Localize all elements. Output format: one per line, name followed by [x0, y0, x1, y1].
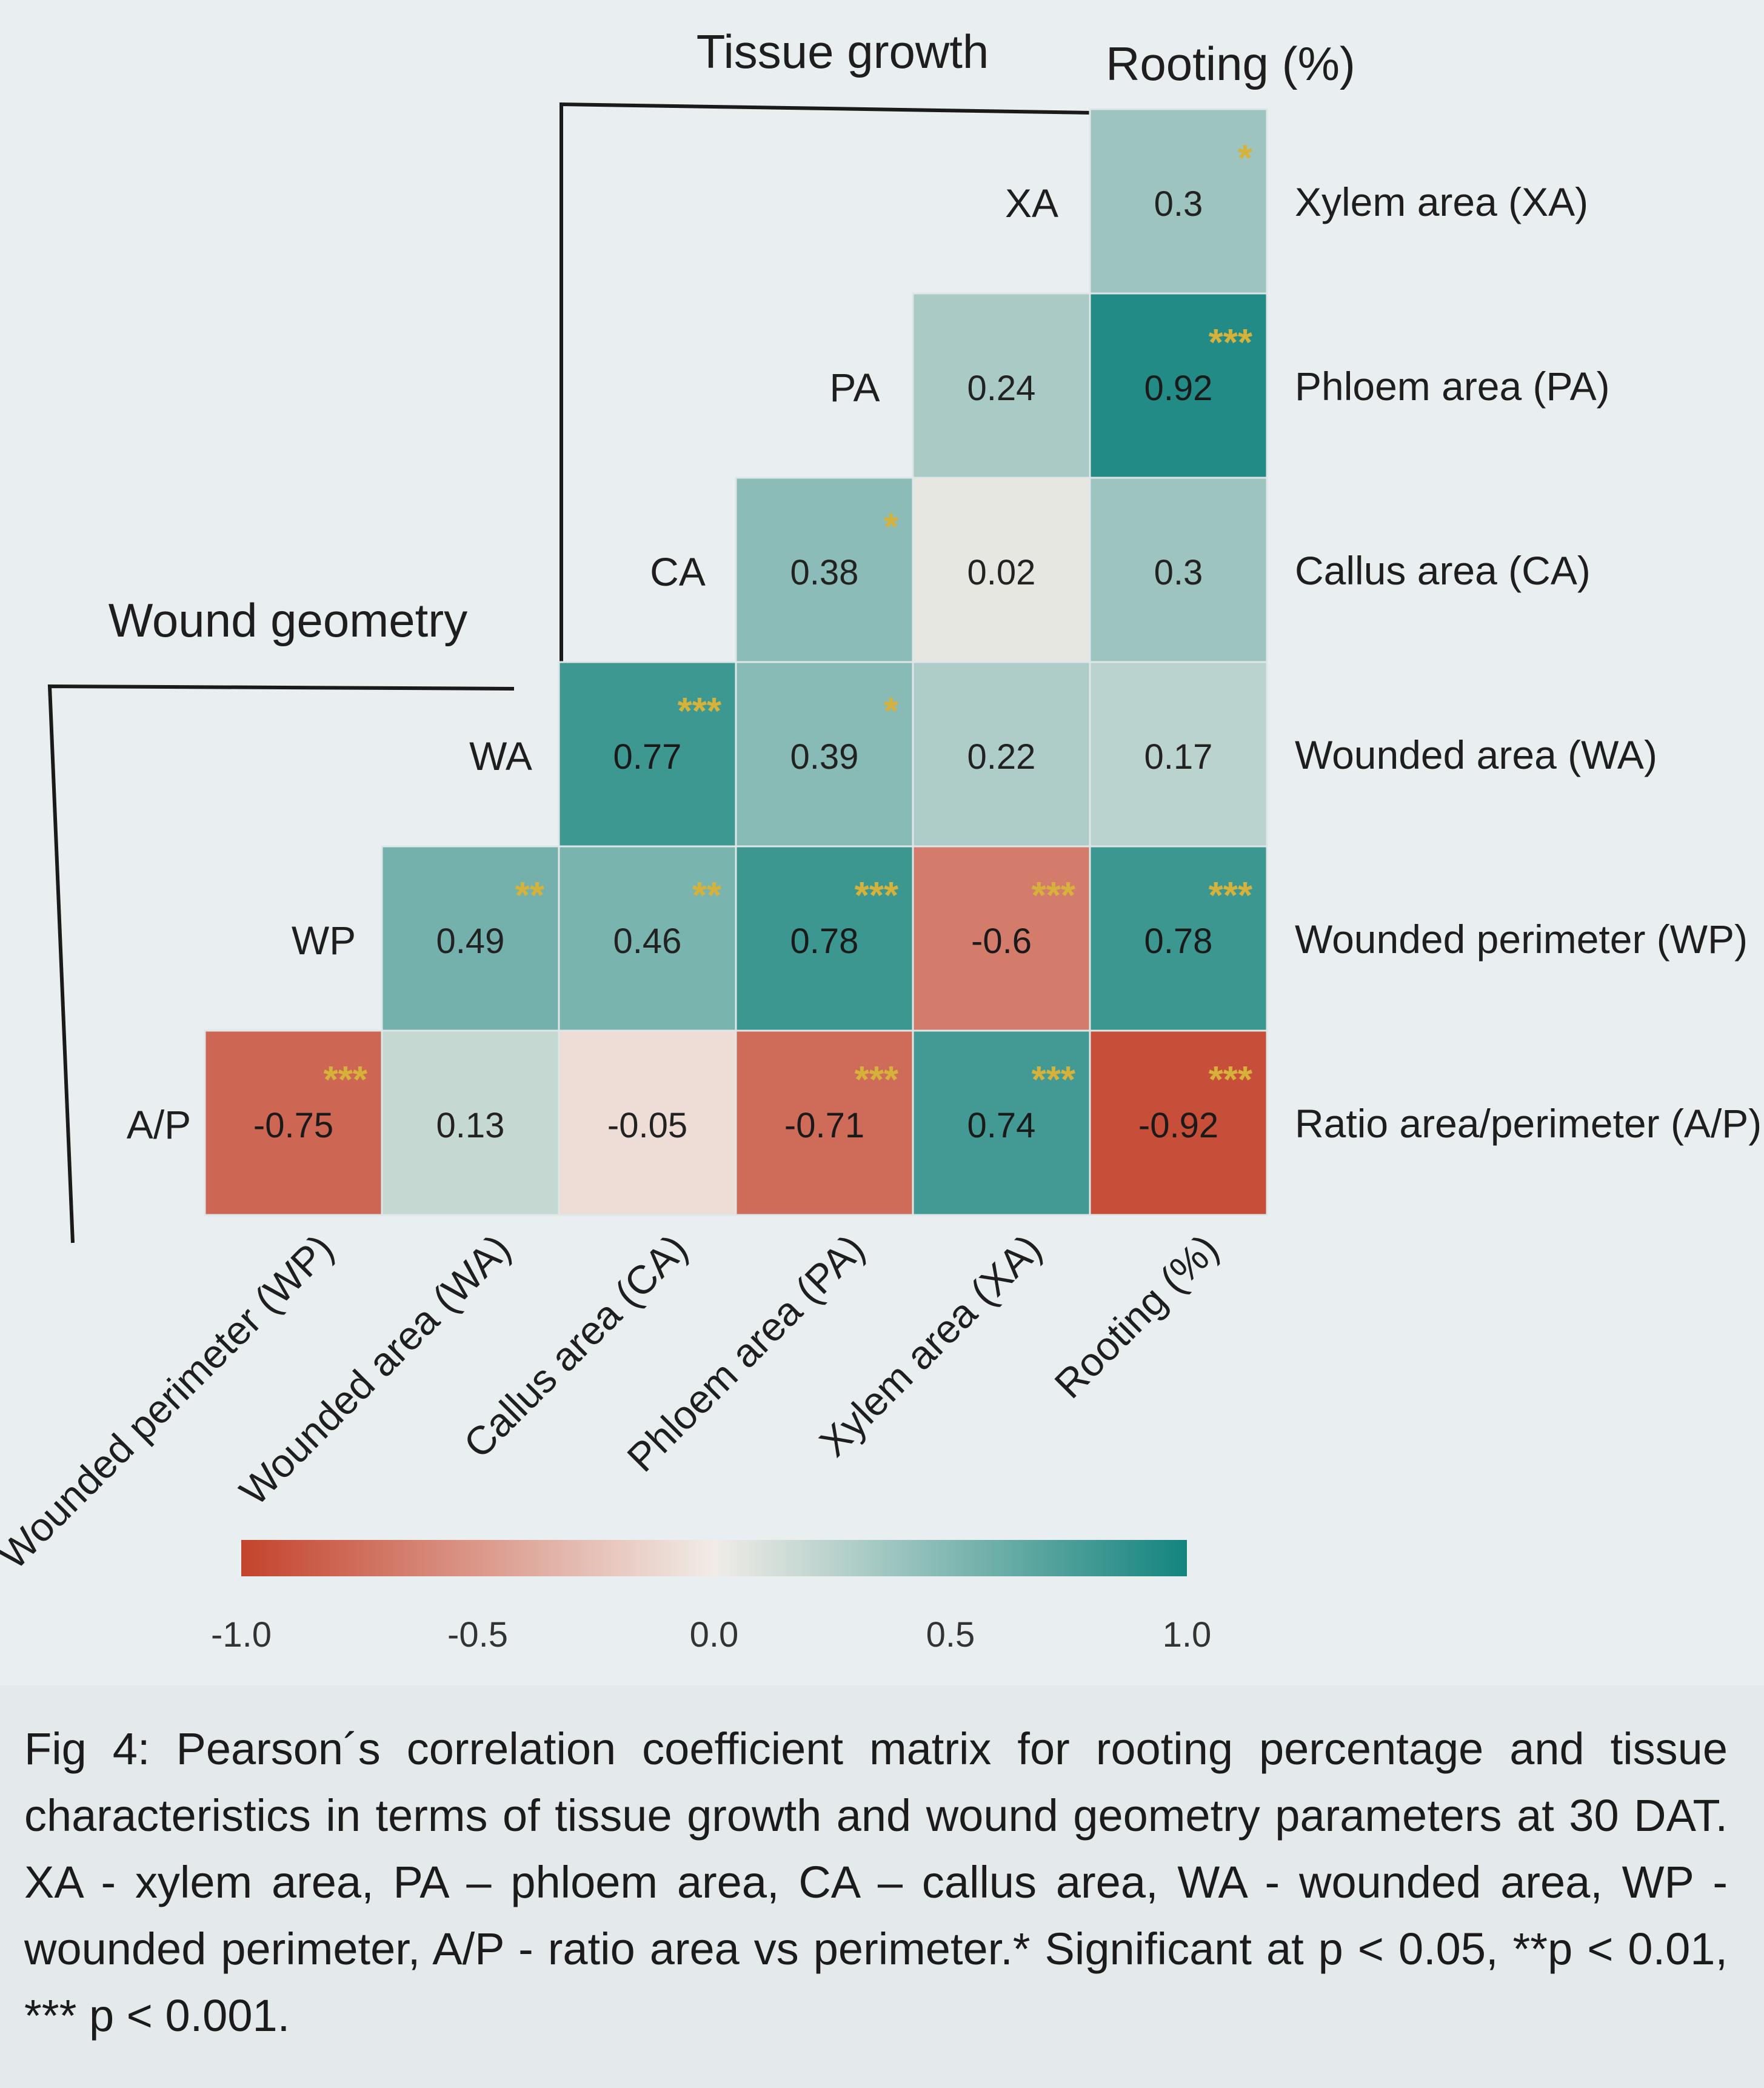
diagonal-label: A/P	[127, 1102, 191, 1147]
colorbar-tick-label: 0.0	[690, 1615, 739, 1655]
row-label: Xylem area (XA)	[1295, 179, 1588, 224]
cell-value-label: -0.75	[253, 1106, 333, 1145]
cell-value-label: 0.77	[613, 737, 682, 777]
colorbar	[241, 1540, 1187, 1576]
significance-marker: **	[515, 875, 545, 917]
row-label: Wounded area (WA)	[1295, 732, 1657, 777]
heatmap-cell	[558, 1029, 737, 1216]
colorbar-tick-label: -1.0	[211, 1615, 272, 1655]
significance-marker: ***	[324, 1059, 368, 1101]
cell-value-label: 0.38	[790, 553, 859, 592]
heatmap-cell	[381, 1029, 560, 1216]
heatmap-cell	[204, 1029, 383, 1216]
row-label: Callus area (CA)	[1295, 548, 1591, 593]
heatmap-cell	[1089, 845, 1268, 1032]
diagonal-label: XA	[1005, 181, 1058, 226]
row-label: Ratio area/perimeter (A/P)	[1295, 1101, 1762, 1146]
heatmap-cell	[558, 661, 737, 848]
cell-value-label: 0.49	[436, 922, 505, 961]
row-label: Wounded perimeter (WP)	[1295, 917, 1748, 962]
heatmap-cell	[735, 1029, 914, 1216]
figure-caption: Fig 4: Pearson´s correlation coefficient…	[24, 1724, 1728, 2041]
heatmap-cell	[1089, 108, 1268, 295]
heatmap-cell	[1089, 1029, 1268, 1216]
heatmap-cell	[912, 477, 1091, 663]
colorbar-tick-label: -0.5	[447, 1615, 508, 1655]
wound-geometry-label: Wound geometry	[109, 594, 468, 647]
cell-value-label: 0.24	[967, 369, 1036, 408]
diagonal-label: WP	[292, 918, 356, 963]
heatmap-cell	[912, 1029, 1091, 1216]
significance-marker: **	[692, 875, 722, 917]
cell-value-label: 0.39	[790, 737, 859, 777]
heatmap-cell	[912, 845, 1091, 1032]
significance-marker: *	[884, 691, 899, 732]
cell-value-label: 0.92	[1144, 369, 1213, 408]
cell-value-label: -0.92	[1138, 1106, 1218, 1145]
colorbar-tick-label: 0.5	[926, 1615, 975, 1655]
significance-marker: ***	[855, 1059, 899, 1101]
heatmap-cell	[1089, 661, 1268, 848]
significance-marker: ***	[855, 875, 899, 917]
cell-value-label: 0.02	[967, 553, 1036, 592]
significance-marker: ***	[1032, 875, 1076, 917]
row-label: Phloem area (PA)	[1295, 364, 1610, 409]
cell-value-label: 0.78	[790, 922, 859, 961]
cell-value-label: 0.17	[1144, 737, 1213, 777]
diagonal-label: CA	[650, 549, 706, 594]
cell-value-label: 0.3	[1154, 553, 1203, 592]
correlation-heatmap: Tissue growth Rooting (%) Wound geometry…	[0, 25, 1762, 1655]
cell-value-label: 0.3	[1154, 184, 1203, 224]
diagonal-label: WA	[469, 734, 532, 778]
significance-marker: ***	[1209, 875, 1253, 917]
heatmap-cell	[735, 845, 914, 1032]
significance-marker: ***	[678, 691, 722, 732]
wound-geometry-bracket	[47, 684, 515, 1243]
significance-marker: ***	[1032, 1059, 1076, 1101]
cell-value-label: 0.22	[967, 737, 1036, 777]
heatmap-cell	[735, 477, 914, 663]
diagonal-label: PA	[829, 365, 880, 410]
heatmap-cells	[204, 108, 1268, 1216]
cell-value-label: 0.74	[967, 1106, 1036, 1145]
cell-value-label: 0.13	[436, 1106, 505, 1145]
cell-value-label: -0.71	[784, 1106, 864, 1145]
tissue-growth-bracket	[560, 102, 1092, 666]
cell-value-label: 0.46	[613, 922, 682, 961]
cell-value-label: 0.78	[1144, 922, 1213, 961]
significance-marker: *	[1238, 138, 1253, 179]
heatmap-cell	[1089, 477, 1268, 663]
heatmap-cell	[1089, 292, 1268, 479]
significance-marker: *	[884, 506, 899, 548]
colorbar-ticks: -1.0 -0.5 0.0 0.5 1.0	[211, 1615, 1211, 1655]
heatmap-cell	[381, 845, 560, 1032]
heatmap-cell	[912, 661, 1091, 848]
colorbar-tick-label: 1.0	[1163, 1615, 1212, 1655]
rooting-group-label: Rooting (%)	[1106, 37, 1355, 90]
cell-value-label: -0.6	[971, 922, 1032, 961]
significance-marker: ***	[1209, 322, 1253, 364]
tissue-growth-label: Tissue growth	[697, 25, 989, 78]
significance-marker: ***	[1209, 1059, 1253, 1101]
cell-value-label: -0.05	[607, 1106, 687, 1145]
